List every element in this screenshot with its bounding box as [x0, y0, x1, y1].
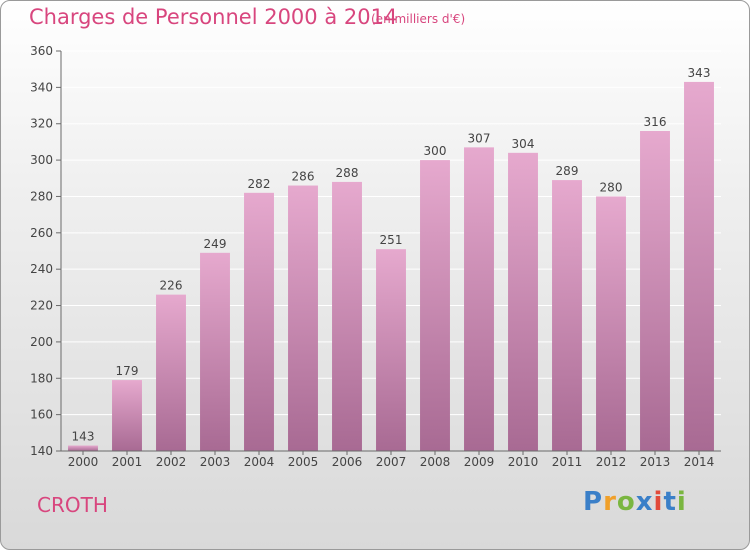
bar-2005 — [288, 185, 318, 451]
bar-2000 — [68, 445, 98, 451]
logo-letter: x — [635, 487, 654, 517]
bar-value-label: 289 — [556, 164, 579, 178]
x-tick-label: 2004 — [244, 455, 275, 469]
bar-2011 — [552, 180, 582, 451]
labels: 140 160 180 200 220 240 260 280 300 320 340 360 143 2… — [30, 44, 714, 469]
y-tick-label: 160 — [30, 408, 53, 422]
x-tick-label: 2010 — [508, 455, 539, 469]
logo-letter: i — [676, 487, 687, 517]
bar-value-label: 179 — [116, 364, 139, 378]
x-tick-label: 2000 — [68, 455, 99, 469]
bar-2001 — [112, 380, 142, 451]
x-tick-label: 2009 — [464, 455, 495, 469]
y-tick-label: 140 — [30, 444, 53, 458]
y-tick-label: 300 — [30, 153, 53, 167]
x-tick-label: 2007 — [376, 455, 407, 469]
bar-2010 — [508, 152, 538, 451]
bar-2008 — [420, 160, 450, 451]
y-tick-label: 360 — [30, 44, 53, 58]
bar-2007 — [376, 249, 406, 451]
bar-2006 — [332, 181, 362, 451]
bar-value-label: 143 — [72, 430, 95, 444]
x-tick-label: 2006 — [332, 455, 363, 469]
bars — [68, 81, 714, 451]
bar-value-label: 343 — [688, 66, 711, 80]
y-tick-label: 340 — [30, 80, 53, 94]
bar-value-label: 282 — [248, 177, 271, 191]
commune-name: CROTH — [37, 493, 108, 517]
bar-value-label: 304 — [512, 137, 535, 151]
x-tick-label: 2005 — [288, 455, 319, 469]
bar-value-label: 307 — [468, 131, 491, 145]
x-tick-label: 2002 — [156, 455, 187, 469]
bar-2003 — [200, 252, 230, 451]
bar-2014 — [684, 81, 714, 451]
y-tick-label: 180 — [30, 371, 53, 385]
logo-letter: t — [663, 487, 677, 517]
bar-2004 — [244, 192, 274, 451]
y-tick-label: 260 — [30, 226, 53, 240]
logo-letter: P — [583, 487, 604, 517]
y-tick-label: 280 — [30, 189, 53, 203]
logo-letter: o — [616, 487, 636, 517]
logo-letter: r — [603, 487, 617, 517]
x-tick-label: 2003 — [200, 455, 231, 469]
chart-title: Charges de Personnel 2000 à 2014 — [29, 5, 398, 29]
bar-2012 — [596, 196, 626, 451]
logo-letter: i — [653, 487, 664, 517]
y-tick-label: 220 — [30, 299, 53, 313]
bar-2013 — [640, 131, 670, 451]
bar-value-label: 288 — [336, 166, 359, 180]
bar-value-label: 286 — [292, 170, 315, 184]
bar-2009 — [464, 147, 494, 451]
x-tick-label: 2001 — [112, 455, 143, 469]
proxiti-logo: Proxiti — [583, 487, 687, 517]
y-tick-label: 240 — [30, 262, 53, 276]
bar-value-label: 280 — [600, 180, 623, 194]
x-tick-label: 2008 — [420, 455, 451, 469]
x-tick-label: 2011 — [552, 455, 583, 469]
axes — [56, 50, 721, 455]
bar-2002 — [156, 294, 186, 451]
x-tick-label: 2012 — [596, 455, 627, 469]
chart-subtitle: (en milliers d'€) — [371, 12, 466, 26]
bar-value-label: 300 — [424, 144, 447, 158]
bar-value-label: 226 — [160, 279, 183, 293]
bar-value-label: 251 — [380, 233, 403, 247]
y-tick-label: 320 — [30, 117, 53, 131]
x-tick-label: 2014 — [684, 455, 715, 469]
y-tick-label: 200 — [30, 335, 53, 349]
bar-value-label: 249 — [204, 237, 227, 251]
bar-value-label: 316 — [644, 115, 667, 129]
x-tick-label: 2013 — [640, 455, 671, 469]
